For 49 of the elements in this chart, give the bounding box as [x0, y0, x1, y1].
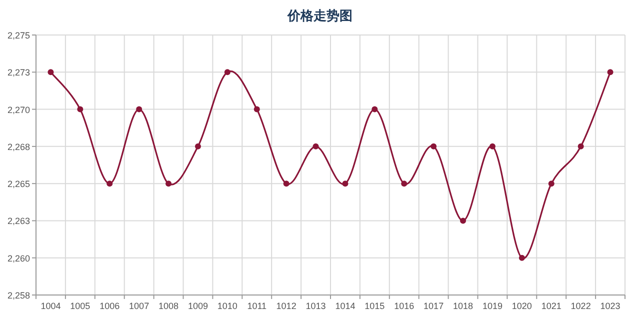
x-tick-label: 1005	[70, 301, 90, 311]
point	[312, 143, 319, 150]
point	[166, 180, 172, 187]
point	[283, 180, 290, 187]
x-tick-label: 1016	[394, 301, 414, 311]
point	[106, 180, 113, 187]
point	[254, 106, 260, 112]
point	[430, 143, 437, 150]
x-tick-label: 1021	[541, 301, 562, 311]
point	[48, 69, 54, 76]
point	[136, 106, 142, 112]
point	[372, 106, 378, 112]
y-tick-label: 2,260	[7, 253, 30, 264]
point	[460, 218, 466, 224]
x-tick-label: 1020	[512, 301, 532, 311]
x-tick-label: 1014	[335, 301, 356, 311]
point	[342, 180, 348, 187]
x-tick-label: 1007	[129, 301, 150, 311]
point	[548, 180, 554, 187]
x-tick-label: 1004	[40, 301, 61, 311]
x-tick-label: 1011	[247, 301, 267, 311]
x-tick-label: 1017	[424, 301, 444, 311]
point	[489, 143, 496, 150]
x-tick-label: 1013	[306, 301, 326, 311]
x-tick-label: 1006	[100, 301, 120, 311]
y-tick-label: 2,273	[7, 68, 30, 78]
x-tick-label: 1023	[600, 301, 620, 311]
point	[607, 69, 614, 76]
y-tick-label: 2,263	[7, 216, 30, 226]
y-tick-label: 2,265	[7, 179, 30, 190]
point	[77, 106, 84, 112]
x-tick-label: 1008	[158, 301, 179, 311]
point	[194, 143, 201, 150]
y-tick-label: 2,268	[7, 142, 30, 152]
point	[518, 254, 525, 261]
x-tick-label: 1009	[188, 301, 208, 311]
y-tick-label: 2,275	[7, 30, 30, 40]
point	[578, 143, 584, 150]
x-tick-label: 1012	[276, 301, 296, 311]
x-tick-label: 1018	[453, 301, 474, 311]
x-tick-label: 1015	[364, 301, 385, 311]
chart-title: 价格走势图	[286, 8, 352, 23]
point	[224, 69, 230, 76]
x-tick-label: 1010	[217, 301, 238, 311]
y-tick-label: 2,270	[7, 104, 30, 115]
x-tick-label: 1022	[570, 301, 591, 311]
x-tick-label: 1019	[482, 301, 502, 311]
y-tick-label: 2,258	[7, 290, 30, 300]
point	[401, 180, 408, 187]
